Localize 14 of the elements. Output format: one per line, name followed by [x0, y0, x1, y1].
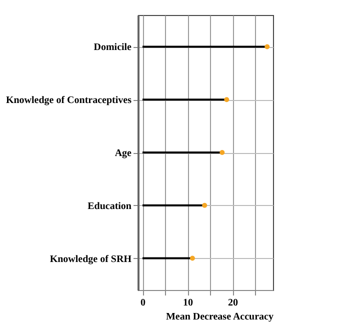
point — [264, 44, 270, 50]
point — [220, 150, 225, 155]
y-tick-label: Age — [114, 148, 132, 159]
y-tick-label: Knowledge of Contraceptives — [6, 95, 132, 106]
x-tick-label: 20 — [228, 298, 238, 308]
y-tick-label: Education — [88, 200, 132, 212]
x-axis-title: Mean Decrease Accuracy — [166, 312, 274, 322]
x-tick-label: 10 — [183, 298, 193, 308]
point — [202, 202, 208, 208]
y-tick-label: Domicile — [94, 42, 132, 54]
y-tick-label: Knowledge of SRH — [50, 254, 132, 265]
point — [224, 97, 230, 102]
point — [190, 256, 195, 261]
x-tick-label: 0 — [140, 298, 146, 308]
